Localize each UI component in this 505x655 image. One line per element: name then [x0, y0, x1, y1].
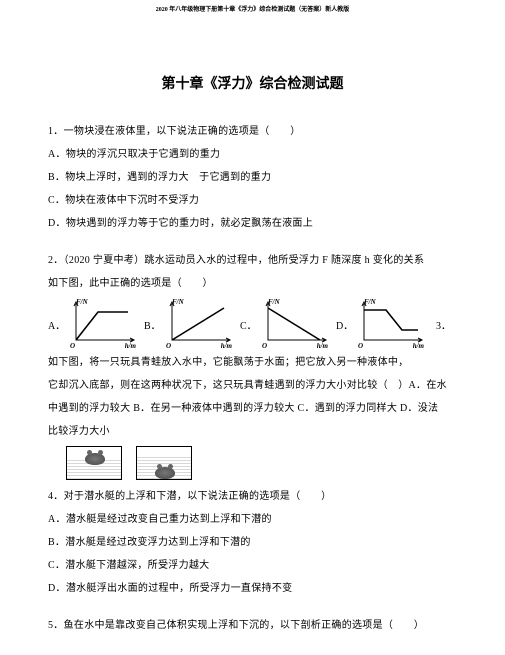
axis-x-label: h/m — [221, 342, 232, 350]
q4-opt-c: C．潜水艇下潜越深，所受浮力越大 — [48, 555, 457, 576]
q2-chart-d: F/N O h/m — [356, 300, 426, 348]
axis-x-label: h/m — [317, 342, 328, 350]
axis-origin: O — [262, 342, 267, 350]
page-header: 2020 年八年级物理下册第十章《浮力》综合检测试题（无答案）新人教版 — [0, 0, 505, 13]
q1-opt-d: D．物块遇到的浮力等于它的重力时，就必定飘荡在液面上 — [48, 213, 457, 234]
q3-figure-sink — [136, 446, 192, 480]
q2-stem-line1: 2．（2020 宁夏中考）跳水运动员入水的过程中，他所受浮力 F 随深度 h 变… — [48, 250, 457, 271]
q2-chart-a: F/N O h/m — [68, 300, 138, 348]
q2-label-c: C． — [240, 317, 254, 332]
q3-line2: 它却沉入底部，则在这两种状况下，这只玩具青蛙遇到的浮力大小对比较（ ）A．在水 — [48, 375, 457, 396]
q2-chart-b: F/N O h/m — [164, 300, 234, 348]
q4-opt-b: B．潜水艇是经过改变浮力达到上浮和下潜的 — [48, 532, 457, 553]
axis-y-label: F/N — [76, 298, 88, 306]
q1-opt-b: B．物块上浮时，遇到的浮力大 于它遇到的重力 — [48, 167, 457, 188]
chapter-title: 第十章《浮力》综合检测试题 — [48, 73, 457, 93]
axis-origin: O — [70, 342, 75, 350]
q2-chart-c: F/N O h/m — [260, 300, 330, 348]
q2-label-b: B． — [144, 317, 158, 332]
q2-label-d: D． — [336, 317, 350, 332]
q3-line1: 如下图，将一只玩具青蛙放入水中，它能飘荡于水面；把它放入另一种液体中， — [48, 352, 457, 373]
q2-chart-row: A． F/N O h/m B． F/N O h/m C． — [48, 300, 457, 348]
q4-opt-d: D．潜水艇浮出水面的过程中，所受浮力一直保持不变 — [48, 578, 457, 599]
q3-figure-row — [66, 446, 457, 480]
q1-opt-a: A．物块的浮沉只取决于它遇到的重力 — [48, 144, 457, 165]
axis-y-label: F/N — [268, 298, 280, 306]
axis-origin: O — [358, 342, 363, 350]
q1-opt-c: C．物块在液体中下沉时不受浮力 — [48, 190, 457, 211]
q5-stem: 5．鱼在水中是靠改变自己体积实现上浮和下沉的，以下剖析正确的选项是（ ） — [48, 615, 457, 636]
frog-icon — [85, 453, 105, 465]
axis-y-label: F/N — [172, 298, 184, 306]
q2-label-a: A． — [48, 317, 62, 332]
axis-x-label: h/m — [125, 342, 136, 350]
axis-x-label: h/m — [413, 342, 424, 350]
q3-line4: 比较浮力大小 — [48, 421, 457, 442]
q1-stem: 1．一物块浸在液体里，以下说法正确的选项是（ ） — [48, 121, 457, 142]
q3-figure-float — [66, 446, 122, 480]
axis-y-label: F/N — [364, 298, 376, 306]
frog-icon — [155, 467, 175, 479]
axis-origin: O — [166, 342, 171, 350]
q3-number: 3． — [436, 317, 451, 332]
q4-opt-a: A．潜水艇是经过改变自己重力达到上浮和下潜的 — [48, 509, 457, 530]
q3-line3: 中遇到的浮力较大 B．在另一种液体中遇到的浮力较大 C．遇到的浮力同样大 D．没… — [48, 398, 457, 419]
main-content: 第十章《浮力》综合检测试题 1．一物块浸在液体里，以下说法正确的选项是（ ） A… — [0, 13, 505, 636]
q2-stem-line2: 如下图，此中正确的选项是（ ） — [48, 273, 457, 294]
q4-stem: 4．对于潜水艇的上浮和下潜，以下说法正确的选项是（ ） — [48, 486, 457, 507]
